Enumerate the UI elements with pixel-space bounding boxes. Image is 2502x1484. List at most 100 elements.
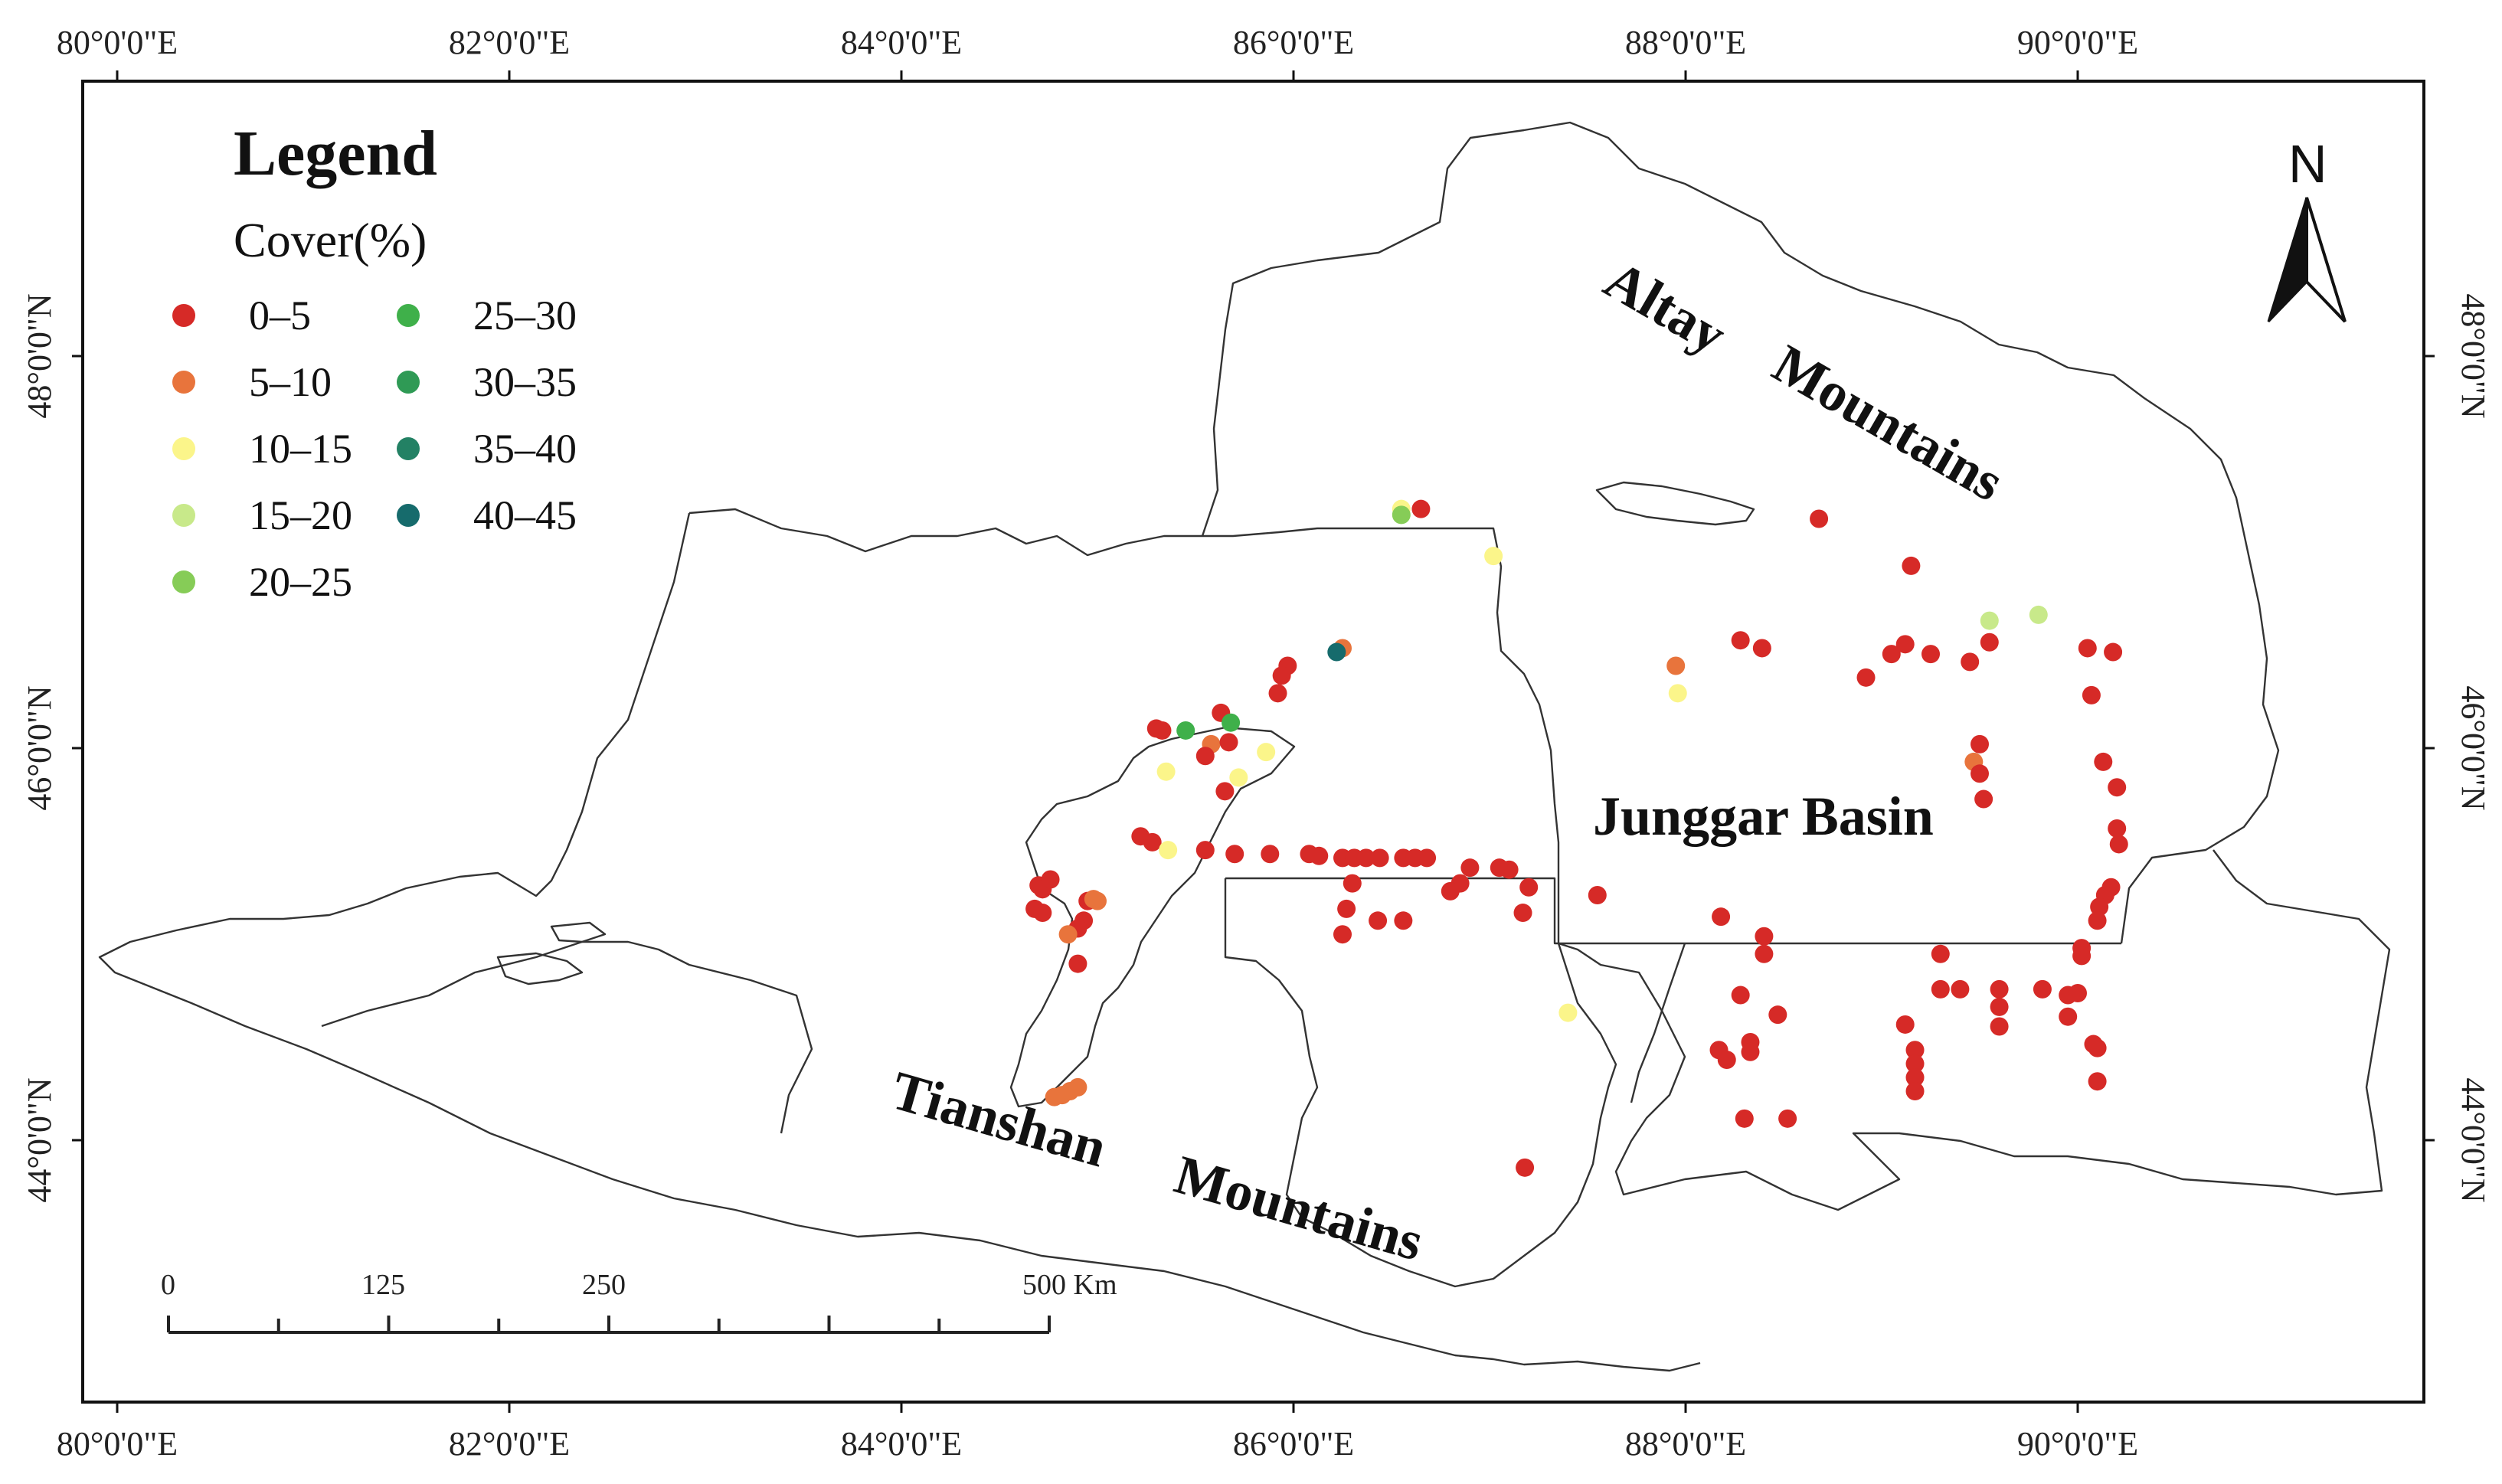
sample-point: [1980, 632, 1999, 652]
sample-point: [1558, 1003, 1578, 1022]
sample-point: [1343, 874, 1362, 893]
sample-point: [2109, 835, 2128, 854]
sample-point: [1215, 782, 1235, 801]
sample-point: [1176, 721, 1195, 740]
small-lake-west-2: [550, 921, 607, 943]
sample-point: [1778, 1109, 1797, 1128]
bottom-longitude-labels: 80°0'0"E 82°0'0"E 84°0'0"E 86°0'0"E 88°0'0"E…: [57, 1425, 2138, 1463]
sample-point: [1717, 1051, 1736, 1070]
sample-point: [1310, 846, 1329, 865]
sample-point: [1731, 986, 1750, 1005]
right-latitude-labels: 48°0'0"N 46°0'0"N 44°0'0"N: [2455, 293, 2492, 1202]
sample-point: [2094, 752, 2113, 771]
sample-point: [2090, 897, 2109, 917]
sample-point: [1856, 668, 1876, 687]
sample-point: [1418, 848, 1437, 868]
graticule-ticks: [72, 70, 2435, 1413]
top-label-80: 80°0'0"E: [57, 24, 178, 61]
sample-point: [1990, 979, 2009, 999]
scale-label-0: 0: [161, 1269, 175, 1301]
small-lake-west: [496, 952, 584, 986]
sample-point: [1369, 911, 1388, 930]
sample-point: [1058, 925, 1078, 944]
central-belt-boundary: [98, 512, 1701, 1372]
sample-point: [1971, 764, 1989, 783]
legend-title: Legend: [234, 118, 437, 189]
left-label-44: 44°0'0"N: [21, 1077, 58, 1202]
sample-point: [1905, 1041, 1925, 1060]
basin-divider: [1225, 877, 2121, 945]
legend-label: 0–5: [249, 293, 311, 338]
legend-swatch: [397, 504, 420, 527]
sample-point: [1990, 1017, 2009, 1036]
legend-label: 25–30: [473, 293, 577, 338]
bottom-label-82: 82°0'0"E: [449, 1425, 570, 1463]
east-turpan-boundary: [1558, 849, 2391, 1211]
sample-point: [2059, 1007, 2078, 1026]
sample-point: [1041, 870, 1060, 889]
sample-point: [1068, 954, 1087, 973]
sample-point: [1905, 1082, 1925, 1100]
sample-point: [2033, 979, 2052, 999]
bottom-label-88: 88°0'0"E: [1625, 1425, 1746, 1463]
sample-point: [1905, 1068, 1925, 1087]
legend: Legend Cover(%) 0–5 5–10 10–15 15–20 20–25 25…: [172, 118, 577, 605]
sample-point: [1257, 743, 1276, 762]
sample-point: [1755, 927, 1774, 946]
sample-point: [1333, 925, 1352, 944]
sample-point: [1768, 1005, 1787, 1025]
north-arrow-icon: [2267, 197, 2308, 323]
sample-point: [2108, 778, 2127, 797]
legend-label: 15–20: [249, 492, 352, 538]
sample-point: [1902, 556, 1921, 575]
left-label-46: 46°0'0"N: [21, 685, 58, 810]
sample-point: [1068, 1077, 1087, 1097]
sample-point: [1356, 848, 1375, 868]
sample-point: [1229, 768, 1248, 787]
legend-label: 40–45: [473, 492, 577, 538]
top-longitude-labels: 80°0'0"E 82°0'0"E 84°0'0"E 86°0'0"E 88°0'0"E…: [57, 24, 2138, 61]
legend-swatch: [172, 570, 195, 593]
scale-label-250: 250: [582, 1269, 626, 1301]
right-label-48: 48°0'0"N: [2455, 293, 2492, 418]
bottom-label-84: 84°0'0"E: [841, 1425, 962, 1463]
sample-points: [1025, 499, 2128, 1177]
sample-point: [1666, 656, 1686, 675]
sample-point: [1159, 841, 1178, 860]
sample-point: [2088, 1072, 2107, 1091]
sample-point: [1460, 858, 1480, 878]
sample-point: [1088, 891, 1107, 910]
sample-point: [1755, 944, 1774, 963]
sample-point: [1156, 762, 1176, 781]
sample-point: [1882, 645, 1901, 664]
scale-label-125: 125: [361, 1269, 405, 1301]
legend-label: 35–40: [473, 426, 577, 472]
legend-swatch: [172, 504, 195, 527]
legend-swatch: [397, 304, 420, 327]
sample-point: [1195, 841, 1215, 860]
sample-point: [1516, 1158, 1535, 1177]
ili-valley-boundary: [321, 940, 813, 1134]
sample-point: [1513, 904, 1532, 923]
sample-point: [1411, 499, 1431, 518]
legend-swatch: [397, 437, 420, 460]
sample-point: [1961, 652, 1980, 672]
legend-swatch: [397, 371, 420, 394]
lake-outline: [1595, 481, 1755, 526]
sample-point: [1905, 1054, 1925, 1074]
north-altay-boundary: [1201, 121, 2280, 944]
right-label-44: 44°0'0"N: [2455, 1077, 2492, 1202]
top-label-82: 82°0'0"E: [449, 24, 570, 61]
bottom-label-90: 90°0'0"E: [2017, 1425, 2138, 1463]
sample-point: [1895, 1015, 1915, 1034]
sample-point: [2078, 639, 2097, 658]
top-label-86: 86°0'0"E: [1233, 24, 1354, 61]
sample-point: [1712, 907, 1731, 927]
region-boundaries: [98, 121, 2391, 1372]
legend-swatch: [172, 304, 195, 327]
sample-point: [1588, 886, 1607, 904]
sample-point: [1990, 997, 2009, 1016]
urumqi-district-boundary: [1224, 878, 1617, 1288]
sample-point: [1731, 631, 1750, 650]
